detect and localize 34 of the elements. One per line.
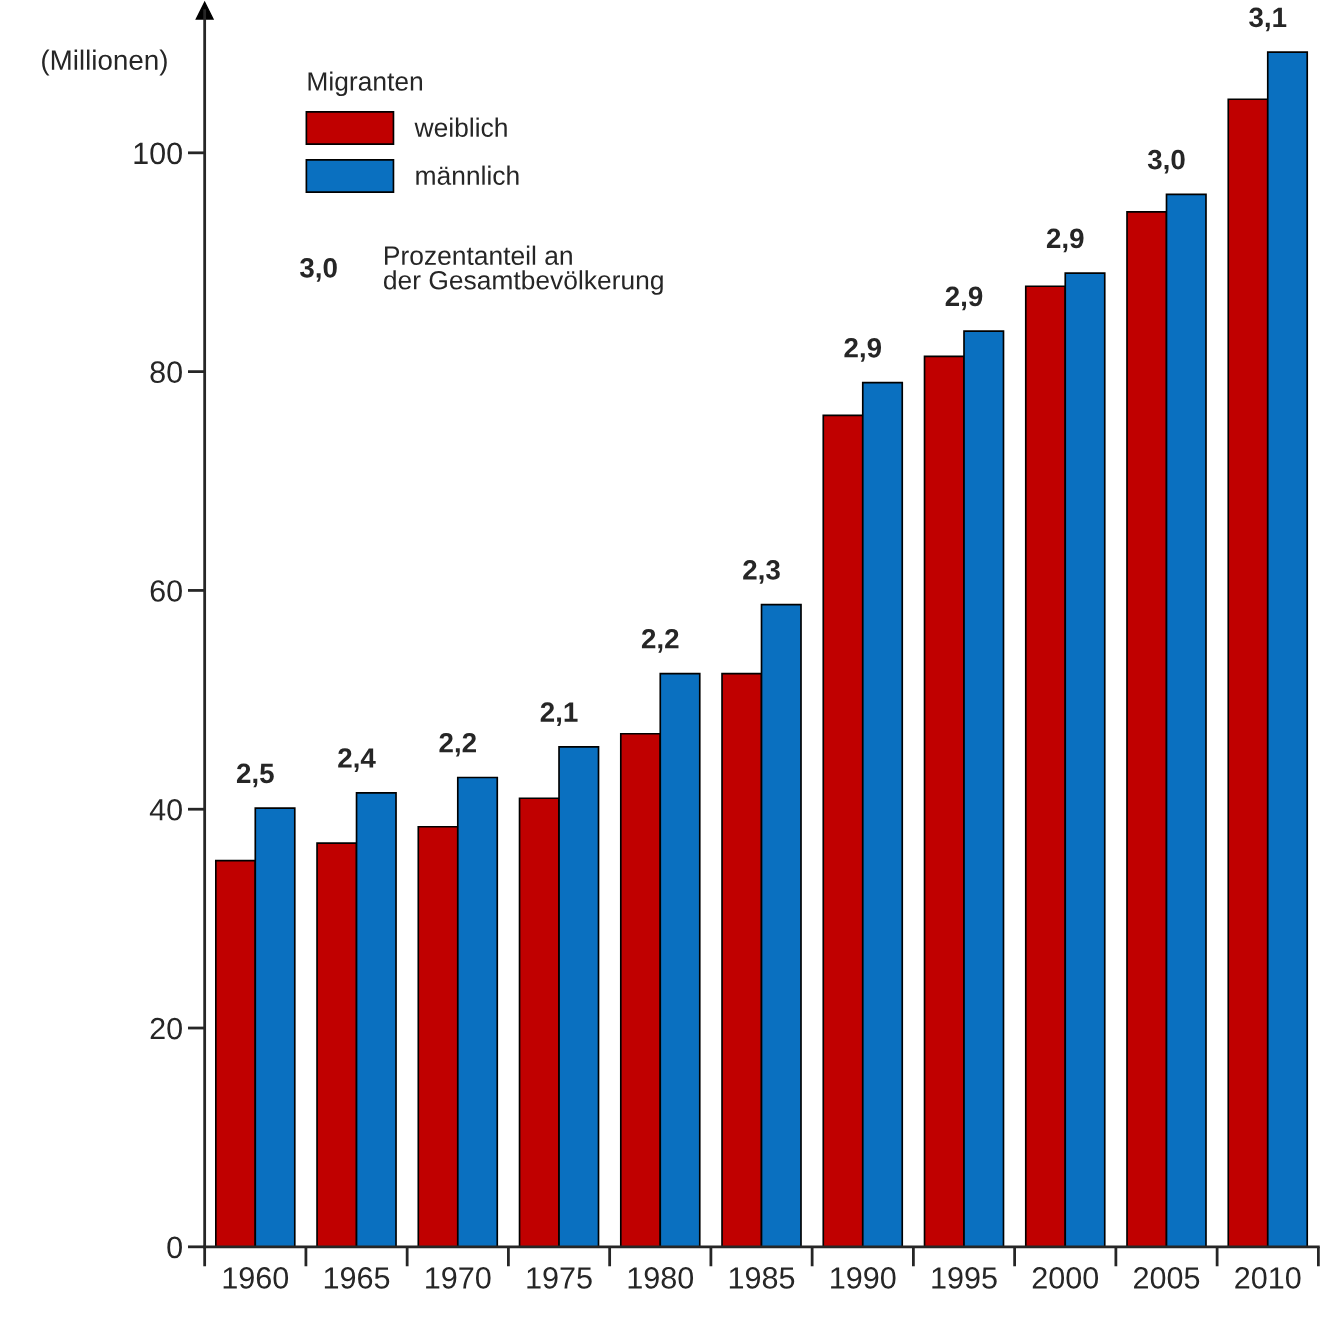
annotation: 2,2	[439, 732, 476, 757]
x-tick-label: 1965	[324, 1267, 390, 1289]
y-tick-label: 60	[150, 580, 182, 602]
x-tick-label: 2000	[1032, 1267, 1099, 1289]
annotation: Prozentanteil an der Gesamtbevölkerung	[383, 245, 663, 295]
legend-label: männlich	[416, 165, 519, 185]
x-tick-label: 2010	[1235, 1267, 1301, 1289]
x-tick-label: 1985	[729, 1267, 795, 1289]
x-tick-label: 1975	[527, 1267, 592, 1289]
x-tick-label: 1995	[932, 1267, 997, 1289]
annotation: 2,3	[743, 560, 780, 584]
annotation: 2,5	[236, 763, 274, 788]
y-tick-label: 0	[167, 1236, 182, 1259]
annotation: 2,1	[540, 702, 578, 726]
x-tick-label: 1990	[831, 1267, 896, 1289]
y-tick-label: 100	[134, 142, 182, 165]
x-tick-label: 1970	[426, 1267, 491, 1289]
y-tick-label: 80	[150, 361, 182, 383]
annotation: 2,9	[945, 286, 983, 311]
x-tick-label: 1960	[223, 1267, 289, 1289]
annotation: 2,4	[338, 748, 376, 772]
annotation: 3,0	[1147, 149, 1185, 174]
annotation: 3,0	[299, 257, 337, 282]
y-tick-label: 40	[149, 798, 182, 821]
annotation: 3,1	[1249, 7, 1287, 32]
annotation: 2,9	[844, 337, 882, 362]
y-axis-title: (Millionen)	[42, 49, 167, 76]
y-tick-label: 20	[150, 1017, 182, 1040]
legend-label: weiblich	[414, 117, 507, 137]
x-tick-label: 1980	[628, 1267, 694, 1289]
x-tick-label: 2005	[1134, 1267, 1200, 1289]
annotation: 2,9	[1046, 228, 1084, 253]
annotation: 2,2	[641, 628, 679, 653]
legend-title: Migranten	[308, 71, 423, 97]
